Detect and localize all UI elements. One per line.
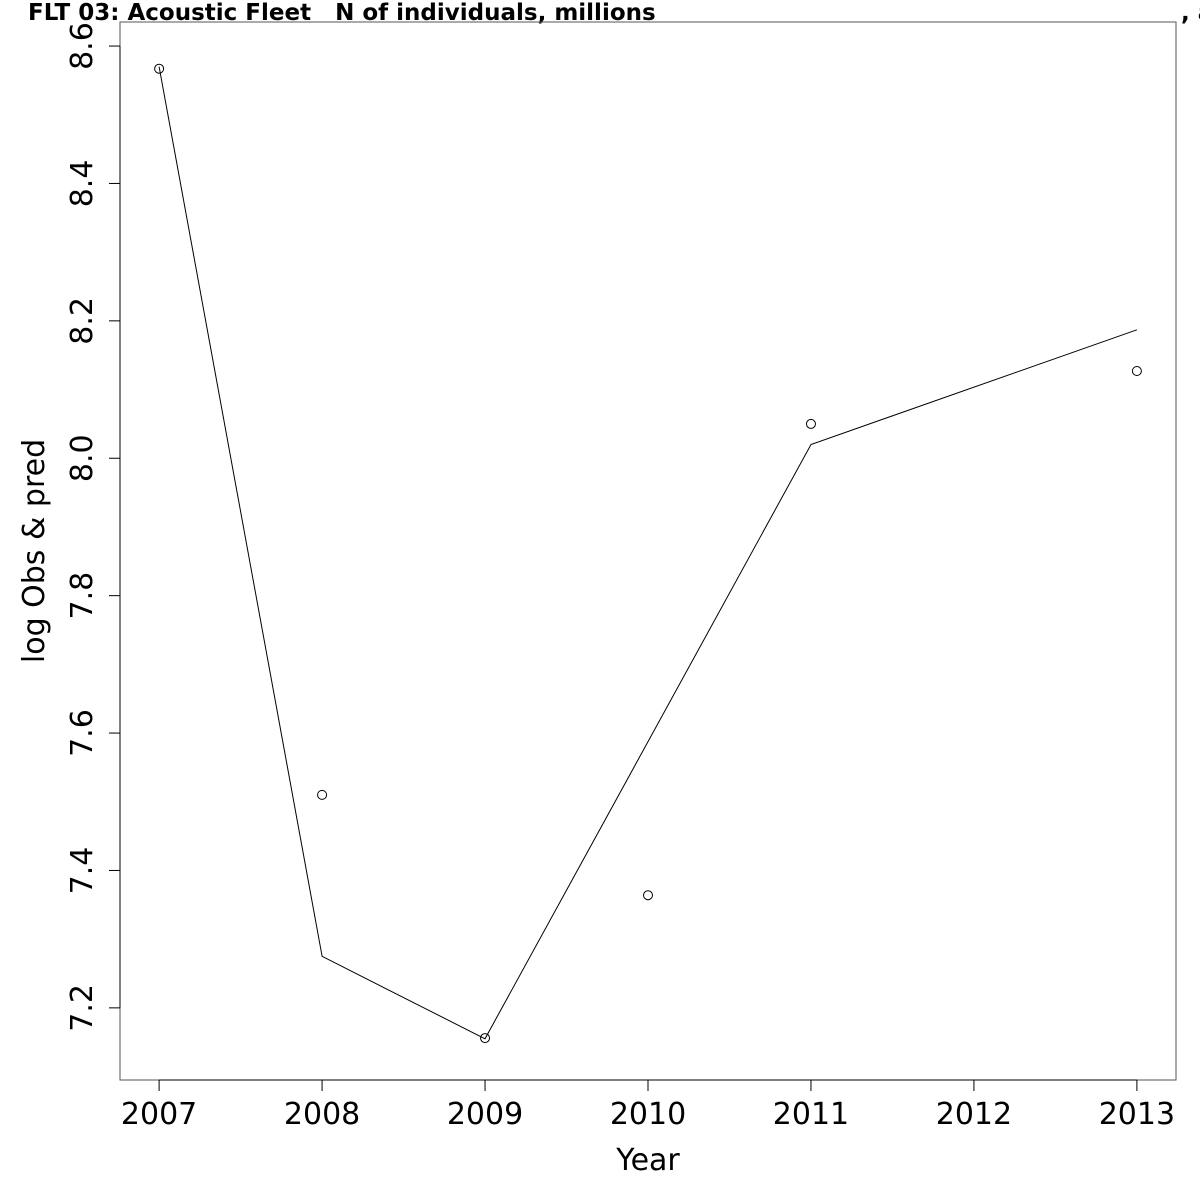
x-tick-label: 2008 [284, 1097, 360, 1132]
y-tick-label: 8.4 [65, 160, 100, 208]
x-tick-label: 2013 [1099, 1097, 1175, 1132]
y-axis-title: log Obs & pred [17, 439, 52, 663]
y-tick-label: 8.0 [65, 434, 100, 482]
x-tick-label: 2011 [773, 1097, 849, 1132]
predicted-line [158, 66, 1138, 1040]
x-tick-label: 2007 [121, 1097, 197, 1132]
observed-point [805, 418, 816, 429]
x-tick-label: 2010 [610, 1097, 686, 1132]
y-tick-label: 7.6 [65, 709, 100, 757]
y-tick-label: 7.8 [65, 572, 100, 620]
observed-point [480, 1033, 491, 1044]
x-tick-label: 2012 [936, 1097, 1012, 1132]
y-tick-label: 7.2 [65, 984, 100, 1032]
observed-point [1131, 366, 1142, 377]
y-tick-label: 8.6 [65, 22, 100, 70]
observed-point [643, 890, 653, 901]
observed-point [154, 63, 165, 74]
chart-title-overflow: , a [1181, 0, 1200, 26]
y-tick-label: 8.2 [65, 297, 100, 345]
observed-point [317, 789, 328, 800]
x-axis-title: Year [615, 1143, 680, 1178]
x-tick-label: 2009 [447, 1097, 523, 1132]
y-tick-label: 7.4 [65, 847, 100, 895]
plot-frame [119, 21, 1177, 1081]
